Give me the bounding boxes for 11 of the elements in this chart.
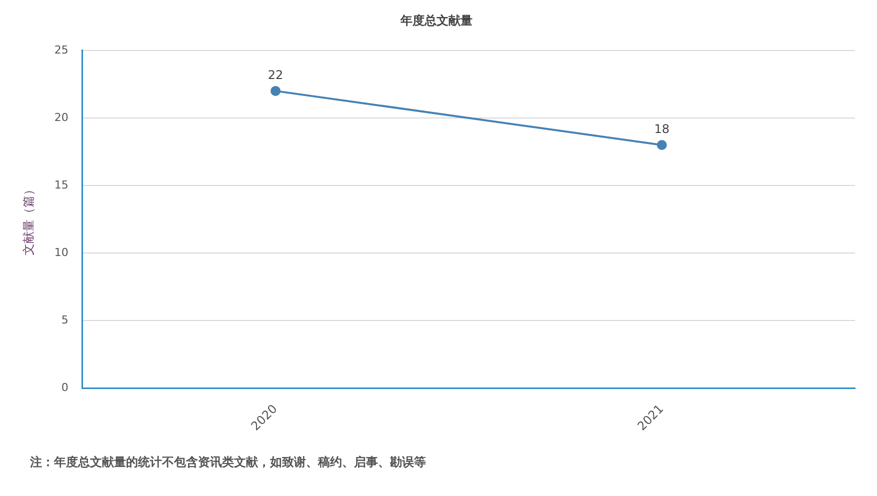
y-axis-title: 文献量（篇） xyxy=(21,183,36,256)
data-label: 22 xyxy=(268,68,284,82)
chart-title: 年度总文献量 xyxy=(400,13,472,28)
y-tick-label: 25 xyxy=(54,43,68,56)
text: 注：年度总文献量的统计不包含资讯类文献，如致谢、稿约、启事、勘误等 xyxy=(30,454,427,471)
y-tick-label: 15 xyxy=(54,178,68,192)
y-tick-label: 20 xyxy=(54,110,68,124)
y-tick-label: 0 xyxy=(61,381,68,394)
y-tick-label: 5 xyxy=(61,314,68,327)
y-tick-label: 10 xyxy=(54,246,68,259)
data-label: 18 xyxy=(654,122,670,136)
